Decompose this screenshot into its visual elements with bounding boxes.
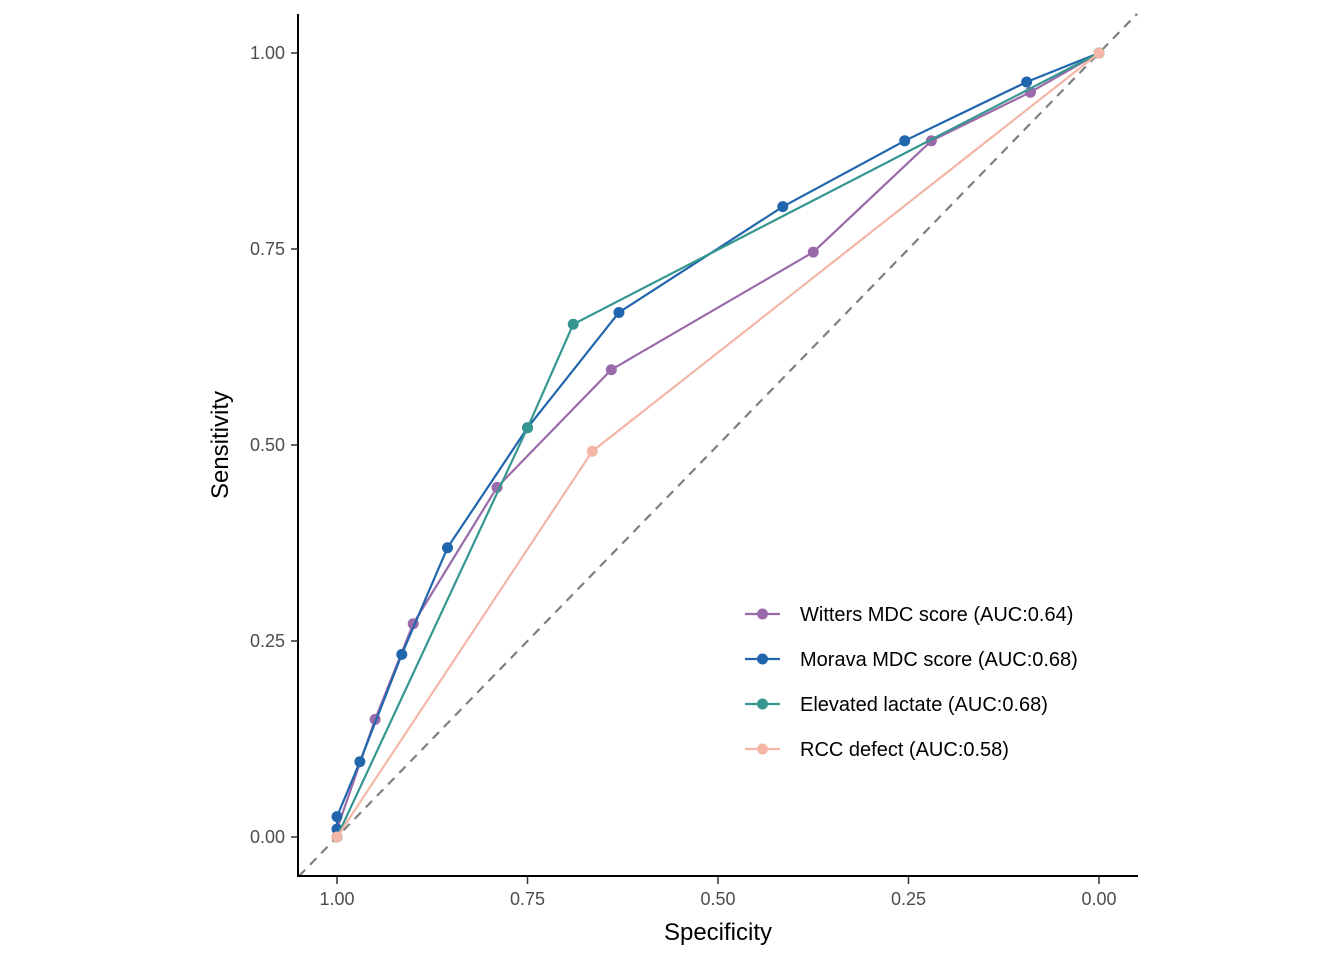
- data-point: [899, 135, 911, 147]
- x-axis-title: Specificity: [664, 919, 772, 946]
- legend-item: Morava MDC score (AUC:0.68): [745, 649, 1078, 671]
- data-point: [1093, 47, 1105, 59]
- data-point: [605, 364, 617, 376]
- data-point: [777, 201, 789, 213]
- legend-label: RCC defect (AUC:0.58): [800, 739, 1009, 761]
- series-3: [331, 47, 1105, 843]
- data-point: [354, 756, 366, 768]
- series-layer: [331, 47, 1105, 843]
- data-point: [807, 246, 819, 258]
- x-axis-ticks: 1.00 0.75 0.50 0.25 0.00: [319, 877, 1117, 909]
- data-point: [491, 481, 503, 493]
- legend-label: Witters MDC score (AUC:0.64): [800, 604, 1073, 626]
- legend-label: Morava MDC score (AUC:0.68): [800, 649, 1078, 671]
- y-tick-label: 0.50: [250, 435, 285, 455]
- data-point: [331, 831, 343, 843]
- series-line: [335, 52, 1100, 837]
- legend-key-point: [757, 698, 768, 710]
- x-tick-label: 0.75: [510, 889, 545, 909]
- y-tick-label: 0.00: [250, 827, 285, 847]
- data-point: [331, 811, 343, 823]
- legend-label: Elevated lactate (AUC:0.68): [800, 694, 1048, 716]
- x-tick-label: 1.00: [319, 889, 354, 909]
- legend-key-point: [757, 743, 768, 755]
- data-point: [396, 648, 408, 660]
- legend-key-point: [757, 608, 768, 620]
- reference-diagonal: [298, 13, 1138, 877]
- data-point: [1021, 76, 1033, 88]
- y-tick-label: 0.25: [250, 631, 285, 651]
- y-tick-label: 0.75: [250, 239, 285, 259]
- y-tick-label: 1.00: [250, 43, 285, 63]
- x-tick-label: 0.25: [891, 889, 926, 909]
- y-axis-title: Sensitivity: [207, 391, 234, 499]
- legend: Witters MDC score (AUC:0.64) Morava MDC s…: [745, 604, 1078, 761]
- data-point: [441, 542, 453, 554]
- legend-item: Elevated lactate (AUC:0.68): [745, 694, 1048, 716]
- data-point: [522, 422, 533, 434]
- legend-item: Witters MDC score (AUC:0.64): [745, 604, 1073, 626]
- x-tick-label: 0.50: [700, 889, 735, 909]
- legend-item: RCC defect (AUC:0.58): [745, 739, 1009, 761]
- series-line: [336, 52, 1100, 838]
- data-point: [613, 307, 625, 319]
- data-point: [586, 445, 598, 457]
- x-tick-label: 0.00: [1081, 889, 1116, 909]
- y-axis-ticks: 0.00 0.25 0.50 0.75 1.00: [250, 43, 298, 847]
- legend-key-point: [757, 653, 768, 665]
- data-point: [567, 318, 579, 330]
